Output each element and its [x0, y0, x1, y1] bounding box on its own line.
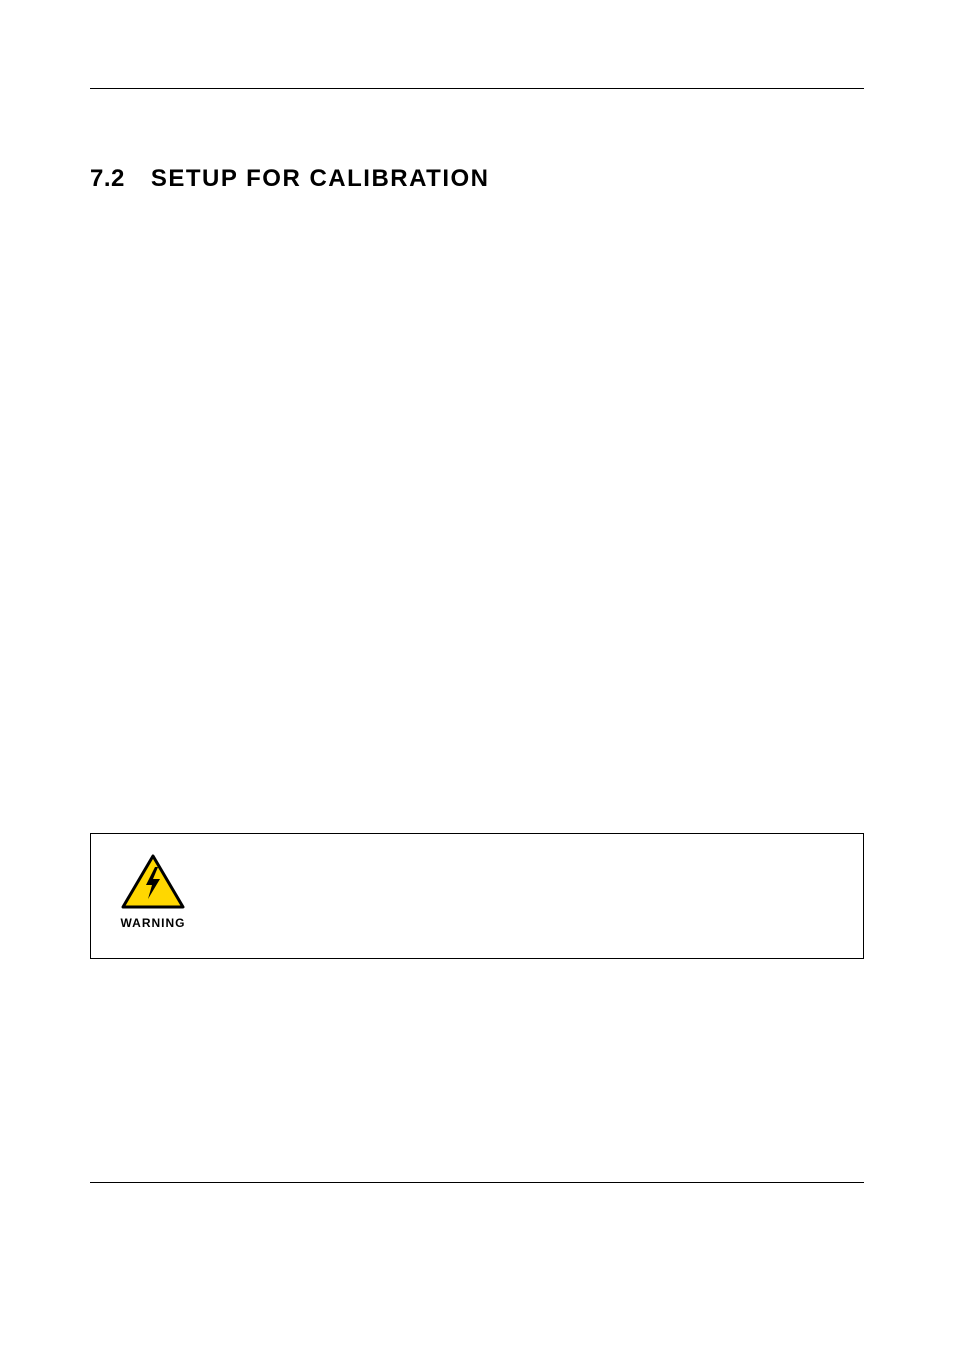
warning-icon-container: WARNING — [113, 854, 193, 930]
electrical-hazard-icon — [120, 854, 186, 910]
section-title: SETUP FOR CALIBRATION — [151, 165, 490, 193]
section-heading: 7.2 SETUP FOR CALIBRATION — [90, 165, 864, 193]
header-divider — [90, 88, 864, 89]
section-number: 7.2 — [90, 165, 125, 193]
warning-callout: WARNING — [90, 833, 864, 959]
warning-label: WARNING — [121, 916, 186, 930]
footer-divider — [90, 1182, 864, 1183]
